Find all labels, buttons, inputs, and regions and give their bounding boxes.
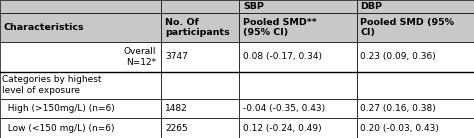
Text: Pooled SMD**
(95% CI): Pooled SMD** (95% CI) [243, 18, 317, 37]
Bar [161, 118, 239, 138]
Text: No. Of
participants: No. Of participants [165, 18, 230, 37]
Text: 0.08 (-0.17, 0.34): 0.08 (-0.17, 0.34) [243, 52, 322, 61]
Text: Categories by highest
level of exposure: Categories by highest level of exposure [2, 75, 102, 95]
Text: 0.12 (-0.24, 0.49): 0.12 (-0.24, 0.49) [243, 124, 322, 133]
Text: Overall
N=12*: Overall N=12* [124, 47, 156, 67]
Text: 3747: 3747 [165, 52, 188, 61]
Bar [161, 0, 239, 13]
Bar [356, 42, 474, 72]
Bar [161, 99, 239, 118]
Bar [0, 0, 161, 13]
Bar [0, 72, 161, 99]
Bar [239, 0, 356, 13]
Bar [356, 118, 474, 138]
Text: High (>150mg/L) (n=6): High (>150mg/L) (n=6) [2, 104, 115, 113]
Bar [0, 42, 161, 72]
Text: Characteristics: Characteristics [4, 23, 84, 32]
Bar [161, 72, 239, 99]
Bar [0, 99, 161, 118]
Bar [356, 13, 474, 42]
Bar [239, 118, 356, 138]
Text: 0.20 (-0.03, 0.43): 0.20 (-0.03, 0.43) [360, 124, 439, 133]
Text: 2265: 2265 [165, 124, 188, 133]
Text: Pooled SMD (95%
CI): Pooled SMD (95% CI) [360, 18, 455, 37]
Bar [161, 42, 239, 72]
Text: 0.27 (0.16, 0.38): 0.27 (0.16, 0.38) [360, 104, 436, 113]
Bar [239, 72, 356, 99]
Text: 0.23 (0.09, 0.36): 0.23 (0.09, 0.36) [360, 52, 436, 61]
Text: SBP: SBP [243, 2, 264, 11]
Bar [356, 72, 474, 99]
Text: DBP: DBP [360, 2, 383, 11]
Text: -0.04 (-0.35, 0.43): -0.04 (-0.35, 0.43) [243, 104, 325, 113]
Bar [356, 99, 474, 118]
Bar [356, 0, 474, 13]
Text: 1482: 1482 [165, 104, 188, 113]
Bar [239, 13, 356, 42]
Text: Low (<150 mg/L) (n=6): Low (<150 mg/L) (n=6) [2, 124, 115, 133]
Bar [0, 13, 161, 42]
Bar [161, 13, 239, 42]
Bar [239, 99, 356, 118]
Bar [239, 42, 356, 72]
Bar [0, 118, 161, 138]
